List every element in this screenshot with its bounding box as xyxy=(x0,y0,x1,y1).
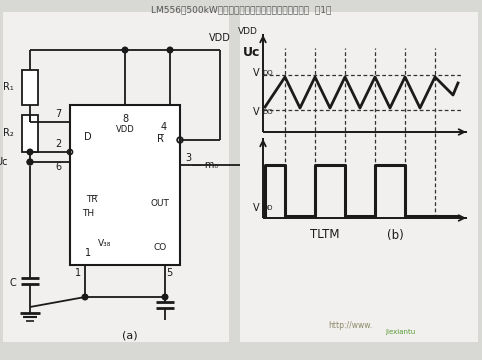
Bar xyxy=(22,115,38,152)
Text: D: D xyxy=(84,132,92,142)
Text: DO: DO xyxy=(262,109,273,115)
Text: 6: 6 xyxy=(55,162,61,172)
Text: Uc: Uc xyxy=(0,157,8,167)
Text: TLTM: TLTM xyxy=(310,229,340,242)
Circle shape xyxy=(122,47,128,53)
Circle shape xyxy=(27,159,33,165)
Circle shape xyxy=(27,119,33,125)
Text: OUT: OUT xyxy=(150,198,170,207)
Text: jiexiantu: jiexiantu xyxy=(385,329,415,335)
Text: Uc: Uc xyxy=(242,46,260,59)
Circle shape xyxy=(162,294,168,300)
Text: http://www.: http://www. xyxy=(328,320,372,329)
Text: 4: 4 xyxy=(161,122,167,132)
Text: V: V xyxy=(254,203,260,213)
Bar xyxy=(3,12,229,342)
Text: 7: 7 xyxy=(55,109,61,119)
Bar xyxy=(240,12,478,342)
Text: — m₀: — m₀ xyxy=(192,160,218,170)
Text: TH: TH xyxy=(82,208,94,217)
Text: LM556在500kW短波发射机操作状态控制电路中的应用  第1张: LM556在500kW短波发射机操作状态控制电路中的应用 第1张 xyxy=(151,5,331,14)
Text: (b): (b) xyxy=(387,229,403,242)
Text: CO: CO xyxy=(153,243,167,252)
Circle shape xyxy=(82,294,88,300)
Text: V: V xyxy=(254,68,260,78)
Text: R₁: R₁ xyxy=(3,82,14,93)
Bar xyxy=(22,70,38,105)
Bar xyxy=(70,105,180,265)
Text: V₃₈: V₃₈ xyxy=(98,238,112,248)
Text: C: C xyxy=(9,278,16,288)
Text: VDD: VDD xyxy=(238,27,258,36)
Text: 1: 1 xyxy=(85,248,91,258)
Text: R̅: R̅ xyxy=(157,134,163,144)
Circle shape xyxy=(27,149,33,155)
Text: T̅R̅: T̅R̅ xyxy=(86,195,98,204)
Circle shape xyxy=(27,159,33,165)
Text: VDD: VDD xyxy=(209,33,231,43)
Text: (a): (a) xyxy=(122,330,138,340)
Text: 3: 3 xyxy=(185,153,191,163)
Circle shape xyxy=(167,47,173,53)
Text: DO: DO xyxy=(262,70,273,76)
Text: 5: 5 xyxy=(166,268,172,278)
Text: 8: 8 xyxy=(122,114,128,124)
Text: V: V xyxy=(254,107,260,117)
Text: VDD: VDD xyxy=(116,126,134,135)
Text: R₂: R₂ xyxy=(3,129,14,139)
Text: 1: 1 xyxy=(75,268,81,278)
Text: DD: DD xyxy=(262,205,272,211)
Text: 2: 2 xyxy=(55,139,61,149)
